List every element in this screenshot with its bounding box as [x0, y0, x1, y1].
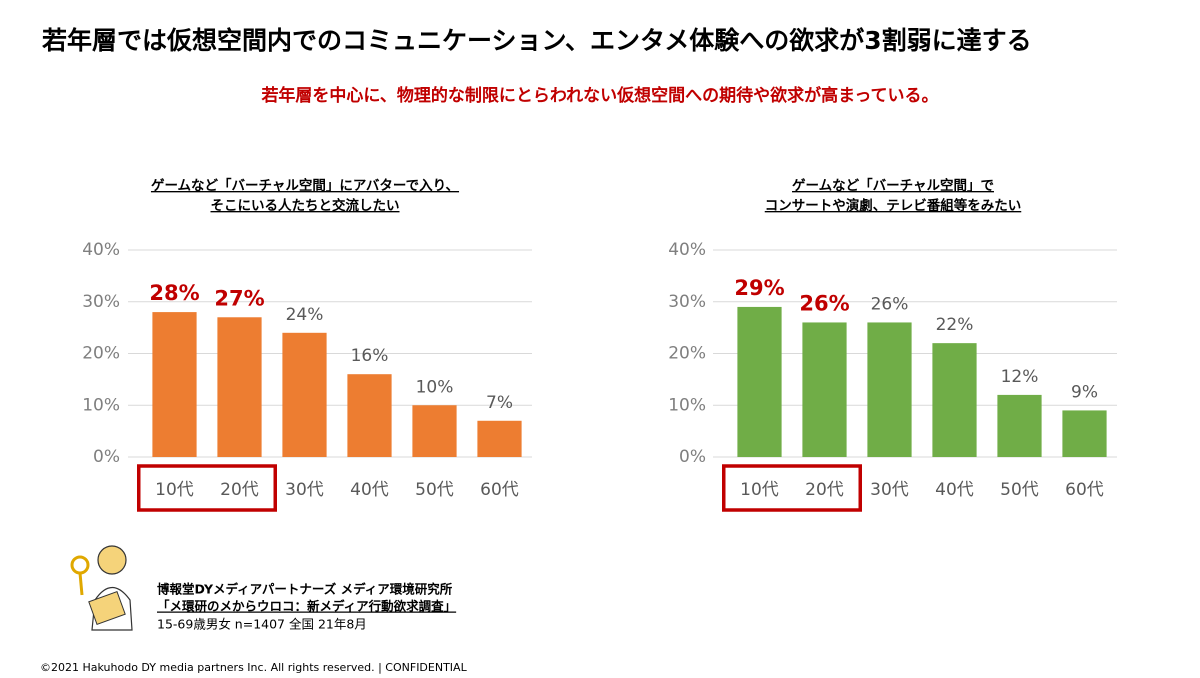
y-tick-label: 10%: [668, 395, 706, 415]
x-tick-label: 50代: [415, 480, 454, 500]
x-tick-label: 20代: [220, 480, 259, 500]
highlight-box: [137, 464, 277, 512]
chart-title: ゲームなど「バーチャル空間」にアバターで入り、: [151, 177, 459, 194]
x-tick-label: 30代: [870, 480, 909, 500]
bar: [152, 312, 197, 457]
value-label: 10%: [416, 377, 454, 397]
value-label: 29%: [734, 276, 784, 300]
value-label: 26%: [799, 291, 849, 315]
value-label: 26%: [871, 294, 909, 314]
y-tick-label: 30%: [82, 292, 120, 312]
x-tick-label: 60代: [1065, 480, 1104, 500]
bar: [477, 420, 522, 457]
value-label: 7%: [486, 393, 513, 413]
x-tick-label: 50代: [1000, 480, 1039, 500]
bar: [217, 317, 262, 457]
y-tick-label: 10%: [82, 395, 120, 415]
x-tick-label: 10代: [155, 480, 194, 500]
source-sample: 15-69歳男女 n=1407 全国 21年8月: [157, 617, 367, 632]
bar: [802, 322, 847, 457]
y-tick-label: 0%: [679, 447, 706, 467]
y-tick-label: 40%: [82, 240, 120, 260]
y-tick-label: 40%: [668, 240, 706, 260]
value-label: 24%: [286, 305, 324, 325]
chart-title: ゲームなど「バーチャル空間」で: [792, 177, 994, 194]
illustration: [70, 545, 133, 631]
highlight-box: [722, 464, 862, 512]
bar: [737, 306, 782, 457]
x-tick-label: 10代: [740, 480, 779, 500]
sub-title: 若年層を中心に、物理的な制限にとらわれない仮想空間への期待や欲求が高まっている。: [260, 85, 938, 106]
value-label: 12%: [1001, 367, 1039, 387]
bar: [282, 332, 327, 457]
bar: [412, 405, 457, 457]
y-tick-label: 0%: [93, 447, 120, 467]
chart-title: そこにいる人たちと交流したい: [211, 197, 400, 214]
x-tick-label: 40代: [350, 480, 389, 500]
bar: [347, 374, 392, 457]
bar: [997, 394, 1042, 457]
value-label: 27%: [214, 286, 264, 310]
bar: [1062, 410, 1107, 457]
x-tick-label: 30代: [285, 480, 324, 500]
value-label: 28%: [149, 281, 199, 305]
source-survey: 「メ環研のメからウロコ：新メディア行動欲求調査」: [157, 599, 456, 614]
x-tick-label: 20代: [805, 480, 844, 500]
x-tick-label: 40代: [935, 480, 974, 500]
main-title: 若年層では仮想空間内でのコミュニケーション、エンタメ体験への欲求が3割弱に達する: [41, 26, 1032, 55]
source-org: 博報堂DYメディアパートナーズ メディア環境研究所: [157, 582, 453, 597]
y-tick-label: 30%: [668, 292, 706, 312]
value-label: 16%: [351, 346, 389, 366]
bar: [932, 343, 977, 457]
footer: ©2021 Hakuhodo DY media partners Inc. Al…: [40, 661, 468, 674]
bar: [867, 322, 912, 457]
chart-title: コンサートや演劇、テレビ番組等をみたい: [765, 197, 1022, 214]
x-tick-label: 60代: [480, 480, 519, 500]
y-tick-label: 20%: [668, 344, 706, 364]
value-label: 9%: [1071, 382, 1098, 402]
y-tick-label: 20%: [82, 344, 120, 364]
value-label: 22%: [936, 315, 974, 335]
